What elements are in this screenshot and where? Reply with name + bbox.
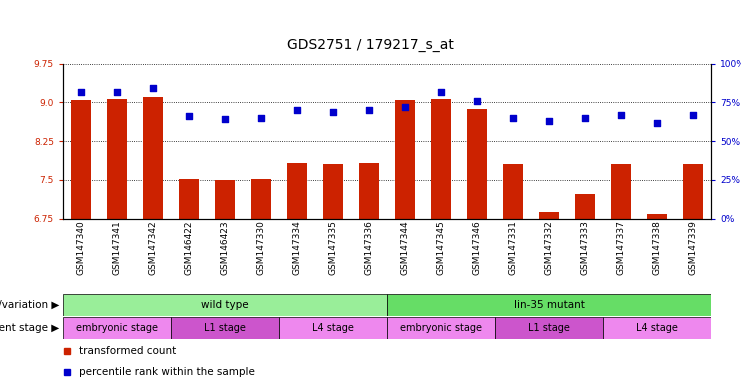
Text: L4 stage: L4 stage xyxy=(637,323,678,333)
Point xyxy=(471,98,483,104)
Point xyxy=(219,116,231,122)
Point xyxy=(75,88,87,94)
Point xyxy=(579,115,591,121)
Bar xyxy=(468,109,487,218)
Bar xyxy=(539,212,559,218)
Text: embryonic stage: embryonic stage xyxy=(76,323,158,333)
Point xyxy=(147,85,159,91)
Bar xyxy=(683,164,703,218)
Point xyxy=(255,115,267,121)
Text: percentile rank within the sample: percentile rank within the sample xyxy=(79,367,254,377)
Bar xyxy=(387,317,495,339)
Bar xyxy=(648,214,667,218)
Bar xyxy=(395,100,415,218)
Bar xyxy=(288,163,307,218)
Point xyxy=(111,88,123,94)
Text: GDS2751 / 179217_s_at: GDS2751 / 179217_s_at xyxy=(287,38,454,52)
Bar xyxy=(503,164,523,218)
Bar xyxy=(611,164,631,218)
Point xyxy=(328,109,339,115)
Bar xyxy=(143,97,163,218)
Point xyxy=(399,104,411,110)
Point xyxy=(183,113,195,119)
Text: development stage ▶: development stage ▶ xyxy=(0,323,59,333)
Bar xyxy=(63,317,171,339)
Point xyxy=(363,107,375,113)
Point xyxy=(615,112,627,118)
Text: lin-35 mutant: lin-35 mutant xyxy=(514,300,585,310)
Bar xyxy=(251,179,271,218)
Text: L1 stage: L1 stage xyxy=(528,323,571,333)
Point xyxy=(543,118,555,124)
Point xyxy=(508,115,519,121)
Point xyxy=(688,112,700,118)
Text: transformed count: transformed count xyxy=(79,346,176,356)
Text: genotype/variation ▶: genotype/variation ▶ xyxy=(0,300,59,310)
Point xyxy=(651,119,663,126)
Bar xyxy=(179,179,199,218)
Bar xyxy=(63,294,387,316)
Bar xyxy=(387,294,711,316)
Text: wild type: wild type xyxy=(202,300,249,310)
Bar xyxy=(71,100,91,218)
Bar xyxy=(603,317,711,339)
Bar xyxy=(495,317,603,339)
Bar xyxy=(323,164,343,218)
Bar xyxy=(171,317,279,339)
Bar xyxy=(279,317,387,339)
Text: embryonic stage: embryonic stage xyxy=(400,323,482,333)
Text: L1 stage: L1 stage xyxy=(204,323,246,333)
Bar xyxy=(575,194,595,218)
Point xyxy=(435,88,447,94)
Point xyxy=(291,107,303,113)
Bar xyxy=(431,99,451,218)
Text: L4 stage: L4 stage xyxy=(312,323,354,333)
Bar xyxy=(215,180,235,218)
Bar xyxy=(107,99,127,218)
Bar xyxy=(359,163,379,218)
